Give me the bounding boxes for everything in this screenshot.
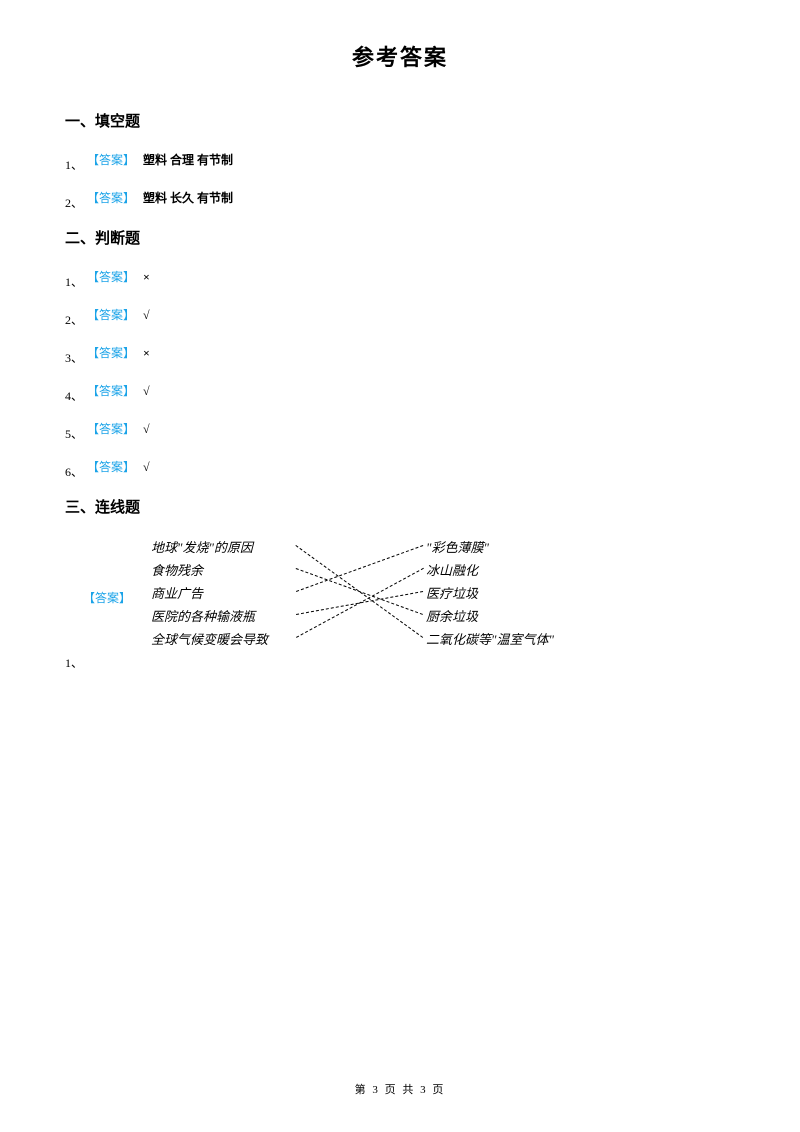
section-matching-heading: 三、连线题 [65,496,735,517]
matching-left-item: 食物残余 [151,560,203,579]
matching-right-item: 厨余垃圾 [426,606,478,625]
item-number: 5、 [65,425,83,442]
matching-left-item: 地球"发烧"的原因 [151,537,253,556]
item-number: 2、 [65,194,83,211]
item-number: 2、 [65,311,83,328]
matching-right-item: 医疗垃圾 [426,583,478,602]
answer-text: √ [143,460,150,474]
section-fill-heading: 一、填空题 [65,110,735,131]
item-number: 1、 [65,654,83,671]
matching-left-item: 商业广告 [151,583,203,602]
answer-text: √ [143,422,150,436]
judge-item-3: 3、 【答案】 × [65,344,735,362]
matching-diagram: 地球"发烧"的原因食物残余商业广告医院的各种输液瓶全球气候变暖会导致 "彩色薄膜"… [151,537,571,657]
answer-label: 【答案】 [87,191,135,205]
answer-text: 塑料 长久 有节制 [143,191,233,205]
matching-right-item: 冰山融化 [426,560,478,579]
matching-right-item: "彩色薄膜" [426,537,489,556]
matching-connector [296,545,423,592]
matching-left-item: 医院的各种输液瓶 [151,606,255,625]
matching-left-item: 全球气候变暖会导致 [151,629,268,648]
judge-item-5: 5、 【答案】 √ [65,420,735,438]
page-title: 参考答案 [65,40,735,72]
answer-text: 塑料 合理 有节制 [143,153,233,167]
answer-label: 【答案】 [83,589,131,606]
item-number: 4、 [65,387,83,404]
answer-text: × [143,346,150,360]
answer-label: 【答案】 [87,460,135,474]
matching-right-item: 二氧化碳等"温室气体" [426,629,554,648]
item-number: 1、 [65,156,83,173]
answer-label: 【答案】 [87,153,135,167]
item-number: 1、 [65,273,83,290]
answer-label: 【答案】 [87,270,135,284]
answer-text: × [143,270,150,284]
page-footer: 第 3 页 共 3 页 [0,1081,800,1097]
judge-item-2: 2、 【答案】 √ [65,306,735,324]
judge-item-6: 6、 【答案】 √ [65,458,735,476]
answer-label: 【答案】 [87,422,135,436]
judge-item-4: 4、 【答案】 √ [65,382,735,400]
matching-connector [296,568,423,615]
fill-item-2: 2、 【答案】 塑料 长久 有节制 [65,189,735,207]
judge-item-1: 1、 【答案】 × [65,268,735,286]
answer-text: √ [143,308,150,322]
answer-label: 【答案】 [87,384,135,398]
matching-connector [296,568,423,638]
section-judge-heading: 二、判断题 [65,227,735,248]
matching-item-1: 1、 【答案】 地球"发烧"的原因食物残余商业广告医院的各种输液瓶全球气候变暖会… [65,537,735,657]
fill-item-1: 1、 【答案】 塑料 合理 有节制 [65,151,735,169]
answer-label: 【答案】 [87,346,135,360]
item-number: 3、 [65,349,83,366]
answer-label: 【答案】 [87,308,135,322]
answer-text: √ [143,384,150,398]
item-number: 6、 [65,463,83,480]
